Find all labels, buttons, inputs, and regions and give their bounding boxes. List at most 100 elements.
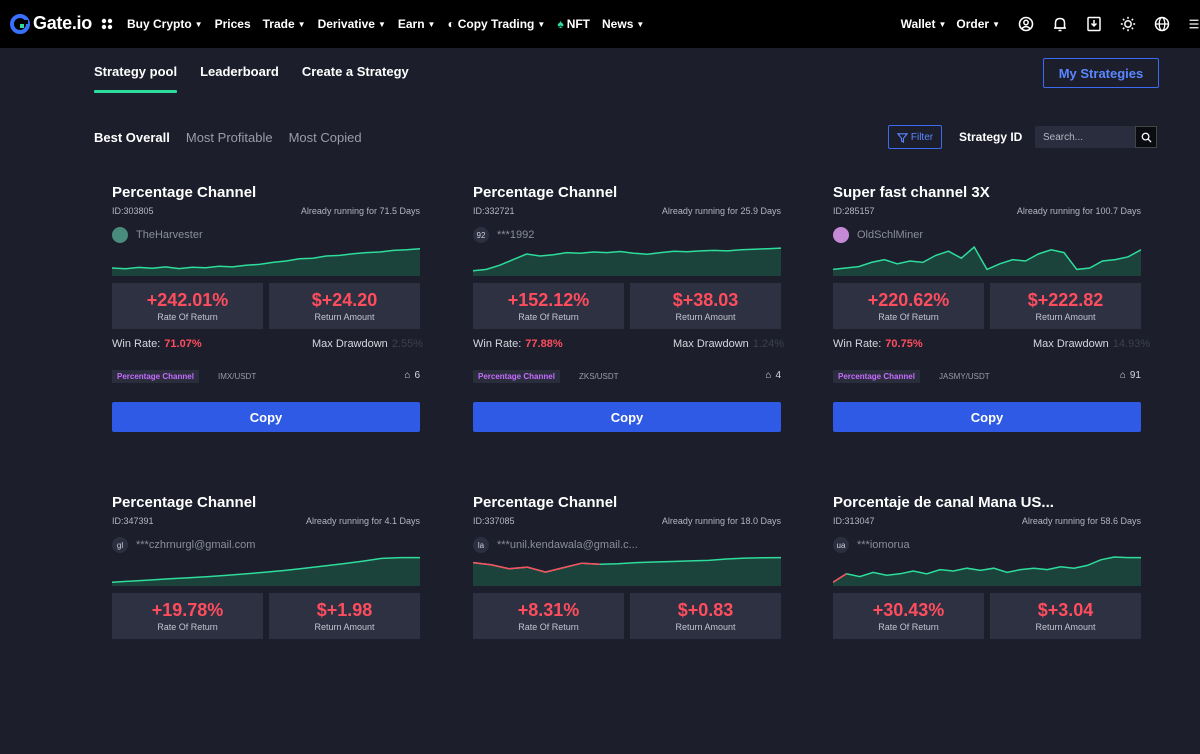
copy-button[interactable]: Copy [112, 402, 420, 432]
strategy-id: ID:285157 [833, 206, 875, 216]
trader-name: ***unil.kendawala@gmail.c... [497, 539, 638, 551]
my-strategies-button[interactable]: My Strategies [1043, 58, 1159, 88]
rate-of-return-box: +220.62% Rate Of Return [833, 283, 984, 329]
strategy-title[interactable]: Percentage Channel [473, 494, 618, 511]
strategy-id-label: Strategy ID [959, 130, 1023, 144]
sort-best-overall[interactable]: Best Overall [94, 130, 170, 145]
max-drawdown-value: 2.55% [391, 338, 424, 350]
nav-derivative[interactable]: Derivative ▼ [317, 17, 386, 31]
rate-of-return-value: +30.43% [872, 600, 945, 620]
bell-icon[interactable] [1052, 16, 1068, 32]
trader-name: ***czhrnurgl@gmail.com [136, 539, 256, 551]
trader-name: ***iomorua [857, 539, 910, 551]
copy-button[interactable]: Copy [473, 402, 781, 432]
return-amount-label: Return Amount [675, 622, 736, 632]
nav-earn[interactable]: Earn ▼ [397, 17, 436, 31]
download-icon[interactable] [1086, 16, 1102, 32]
return-amount-box: $+222.82 Return Amount [990, 283, 1141, 329]
rate-of-return-box: +152.12% Rate Of Return [473, 283, 624, 329]
trader-info[interactable]: ua ***iomorua [833, 537, 910, 553]
strategy-card[interactable]: Super fast channel 3X ID:285157 Already … [833, 184, 1150, 444]
copy-trading-icon: ◐ [447, 17, 455, 31]
nav-news[interactable]: News ▼ [602, 17, 645, 31]
sparkline-negative-line [833, 573, 847, 583]
max-drawdown-label: Max Drawdown [673, 338, 749, 350]
running-duration: Already running for 100.7 Days [1016, 206, 1141, 216]
nav-copy-trading[interactable]: ◐ Copy Trading ▼ [447, 17, 546, 31]
tab-strategy-pool[interactable]: Strategy pool [94, 64, 178, 93]
tab-create-strategy[interactable]: Create a Strategy [301, 64, 409, 79]
strategy-title[interactable]: Percentage Channel [112, 184, 257, 201]
sparkline-line [833, 556, 1141, 583]
rate-of-return-box: +19.78% Rate Of Return [112, 593, 263, 639]
sort-most-profitable[interactable]: Most Profitable [185, 130, 273, 145]
win-rate-label: Win Rate: [112, 338, 161, 350]
strategy-title[interactable]: Super fast channel 3X [833, 184, 990, 201]
user-account-icon[interactable] [1018, 16, 1034, 32]
strategy-card[interactable]: Percentage Channel ID:332721 Already run… [473, 184, 784, 444]
max-drawdown: Max Drawdown 2.55% [312, 338, 423, 350]
trader-info[interactable]: gl ***czhrnurgl@gmail.com [112, 537, 255, 553]
globe-language-icon[interactable] [1154, 16, 1170, 32]
rate-of-return-value: +152.12% [507, 290, 590, 310]
nft-leaf-icon: ♠ [557, 17, 564, 31]
trader-info[interactable]: la ***unil.kendawala@gmail.c... [473, 537, 638, 553]
return-amount-value: $+222.82 [1027, 290, 1104, 310]
max-drawdown-label: Max Drawdown [1033, 338, 1109, 350]
strategy-card[interactable]: Percentage Channel ID:347391 Already run… [112, 494, 420, 754]
nav-buy-crypto[interactable]: Buy Crypto ▼ [127, 17, 203, 31]
pnl-sparkline [112, 556, 420, 586]
copy-button[interactable]: Copy [833, 402, 1141, 432]
strategy-title[interactable]: Percentage Channel [112, 494, 257, 511]
rate-of-return-label: Rate Of Return [518, 622, 579, 632]
tab-leaderboard[interactable]: Leaderboard [200, 64, 279, 79]
avatar [112, 227, 128, 243]
nav-prices[interactable]: Prices [214, 17, 251, 31]
search-input[interactable] [1035, 126, 1135, 148]
strategy-card[interactable]: Percentage Channel ID:303805 Already run… [112, 184, 423, 444]
rate-of-return-label: Rate Of Return [157, 312, 218, 322]
nav-trade[interactable]: Trade ▼ [262, 17, 306, 31]
sort-most-copied[interactable]: Most Copied [288, 130, 362, 145]
running-duration: Already running for 4.1 Days [305, 516, 420, 526]
nav-order[interactable]: Order ▼ [956, 17, 1000, 31]
max-drawdown-label: Max Drawdown [312, 338, 388, 350]
avatar: 92 [473, 227, 489, 243]
return-amount-value: $+24.20 [311, 290, 378, 310]
apps-grid-icon[interactable] [101, 18, 113, 30]
trader-name: TheHarvester [136, 229, 203, 241]
trading-pair-tag: IMX/USDT [218, 372, 257, 381]
copiers-value: 6 [414, 370, 420, 381]
strategy-title[interactable]: Percentage Channel [473, 184, 618, 201]
search-button[interactable] [1135, 126, 1157, 148]
sparkline-area [473, 248, 781, 276]
filter-button[interactable]: Filter [888, 125, 942, 149]
nav-wallet[interactable]: Wallet ▼ [900, 17, 947, 31]
running-duration: Already running for 58.6 Days [1021, 516, 1141, 526]
trader-info[interactable]: OldSchlMiner [833, 227, 923, 243]
copiers-icon: ⌂ [765, 370, 772, 381]
menu-icon[interactable] [1188, 16, 1200, 32]
win-rate-value: 71.07% [164, 338, 202, 350]
sun-theme-icon[interactable] [1120, 16, 1136, 32]
max-drawdown: Max Drawdown 14.93% [1033, 338, 1150, 350]
strategy-type-tag: Percentage Channel [473, 370, 560, 383]
running-duration: Already running for 18.0 Days [661, 516, 781, 526]
sparkline-area [833, 247, 1141, 276]
trader-info[interactable]: TheHarvester [112, 227, 203, 243]
strategy-title[interactable]: Porcentaje de canal Mana US... [833, 494, 1054, 511]
avatar: gl [112, 537, 128, 553]
brand-logo[interactable]: Gate.io [10, 13, 92, 34]
avatar: ua [833, 537, 849, 553]
win-rate: Win Rate: 70.75% [833, 338, 923, 350]
strategy-card[interactable]: Porcentaje de canal Mana US... ID:313047… [833, 494, 1141, 754]
rate-of-return-box: +242.01% Rate Of Return [112, 283, 263, 329]
nav-nft[interactable]: ♠ NFT [557, 17, 591, 31]
return-amount-box: $+3.04 Return Amount [990, 593, 1141, 639]
rate-of-return-label: Rate Of Return [518, 312, 579, 322]
trader-info[interactable]: 92 ***1992 [473, 227, 534, 243]
pnl-sparkline [473, 247, 781, 276]
sort-tabs: Best Overall Most Profitable Most Copied [94, 130, 378, 145]
strategy-card[interactable]: Percentage Channel ID:337085 Already run… [473, 494, 781, 754]
chevron-down-icon: ▼ [992, 19, 1000, 29]
